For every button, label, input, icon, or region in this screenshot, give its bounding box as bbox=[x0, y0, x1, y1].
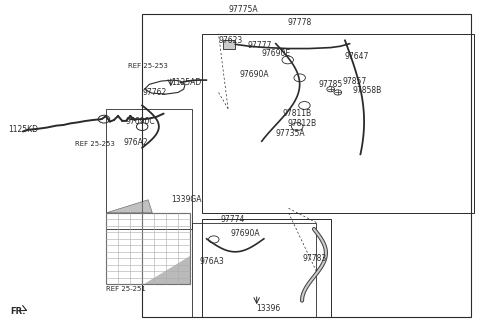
Text: 97762: 97762 bbox=[142, 88, 167, 97]
Text: 1339GA: 1339GA bbox=[171, 195, 201, 204]
Text: 1125KD: 1125KD bbox=[9, 125, 38, 134]
Bar bbox=[202, 219, 331, 317]
Text: 97690A: 97690A bbox=[240, 70, 270, 79]
Text: 97647: 97647 bbox=[345, 52, 370, 61]
Text: 13396: 13396 bbox=[257, 304, 281, 313]
Text: 976A2: 976A2 bbox=[123, 138, 148, 147]
Bar bbox=[142, 14, 471, 317]
Text: 97690E: 97690E bbox=[262, 49, 290, 58]
Text: REF 25-253: REF 25-253 bbox=[128, 63, 168, 70]
Bar bbox=[107, 109, 192, 229]
Bar bbox=[202, 34, 474, 213]
Text: 97777: 97777 bbox=[247, 41, 272, 50]
Text: 97812B: 97812B bbox=[288, 119, 317, 128]
Text: REF 25-251: REF 25-251 bbox=[107, 286, 146, 292]
Text: 97775A: 97775A bbox=[228, 5, 258, 14]
Text: 1125AD: 1125AD bbox=[171, 78, 201, 87]
Bar bbox=[223, 40, 235, 49]
Text: 97778: 97778 bbox=[288, 18, 312, 27]
Bar bbox=[107, 213, 190, 284]
Text: 97857: 97857 bbox=[343, 76, 367, 86]
Text: 97735A: 97735A bbox=[276, 129, 305, 138]
Text: REF 25-253: REF 25-253 bbox=[75, 141, 115, 148]
Text: FR.: FR. bbox=[10, 307, 25, 317]
Text: 97690C: 97690C bbox=[125, 117, 155, 126]
Text: 97811B: 97811B bbox=[283, 109, 312, 118]
Polygon shape bbox=[144, 256, 190, 284]
Text: 97783: 97783 bbox=[302, 254, 326, 263]
Text: 97623: 97623 bbox=[218, 36, 243, 45]
Text: 97858B: 97858B bbox=[352, 86, 382, 95]
Polygon shape bbox=[107, 200, 152, 213]
Bar bbox=[192, 222, 316, 317]
Text: 976A3: 976A3 bbox=[199, 257, 224, 266]
Text: 97690A: 97690A bbox=[230, 229, 260, 238]
Text: 97774: 97774 bbox=[221, 215, 245, 224]
Text: 97785: 97785 bbox=[319, 80, 343, 89]
